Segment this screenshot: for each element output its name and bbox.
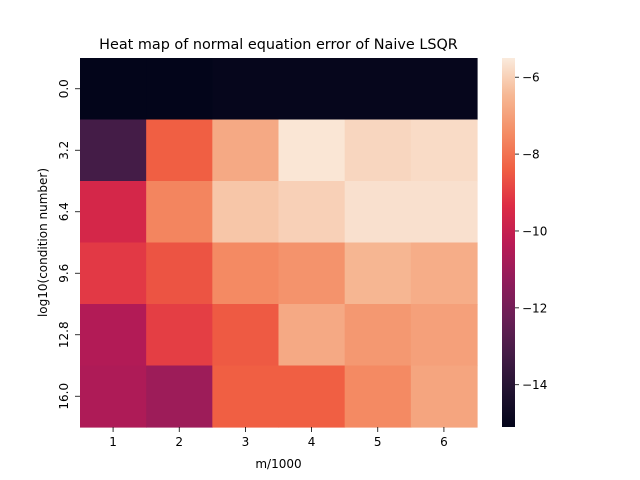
heatmap-cell xyxy=(344,119,412,182)
x-tick-label: 3 xyxy=(242,435,250,449)
colorbar-ticks: −6 −8 −10 −12 −14 xyxy=(515,71,547,392)
heatmap-cell xyxy=(344,242,412,305)
y-tick-label: 6.4 xyxy=(57,202,71,221)
x-tick-label: 1 xyxy=(109,435,117,449)
x-axis-ticks: 1 2 3 4 5 6 xyxy=(109,427,448,449)
heatmap-cell xyxy=(80,58,147,121)
heatmap-cell xyxy=(146,181,213,244)
heatmap-cell xyxy=(344,365,412,428)
colorbar-tick-label: −14 xyxy=(522,378,547,392)
heatmap-cell xyxy=(278,365,346,428)
heatmap-cell xyxy=(410,242,478,305)
heatmap-cell xyxy=(410,365,478,428)
x-tick-label: 6 xyxy=(440,435,448,449)
heatmap-cells xyxy=(80,58,478,428)
colorbar-tick-label: −12 xyxy=(522,301,547,315)
heatmap-cell xyxy=(80,242,147,305)
y-tick-label: 0.0 xyxy=(57,79,71,98)
heatmap-cell xyxy=(278,58,346,121)
heatmap-cell xyxy=(80,365,147,428)
heatmap-cell xyxy=(278,242,346,305)
chart-title: Heat map of normal equation error of Nai… xyxy=(99,37,458,53)
heatmap-cell xyxy=(212,242,280,305)
heatmap-cell xyxy=(278,119,346,182)
heatmap-cell xyxy=(80,119,147,182)
heatmap-cell xyxy=(344,58,412,121)
heatmap-cell xyxy=(212,119,280,182)
colorbar-tick-label: −8 xyxy=(522,148,540,162)
colorbar-tick-label: −6 xyxy=(522,71,540,85)
heatmap-cell xyxy=(278,304,346,367)
heatmap-cell xyxy=(410,304,478,367)
heatmap-cell xyxy=(146,365,213,428)
heatmap-cell xyxy=(146,242,213,305)
x-tick-label: 5 xyxy=(374,435,382,449)
y-tick-label: 12.8 xyxy=(57,321,71,348)
colorbar xyxy=(502,58,515,427)
heatmap-cell xyxy=(146,119,213,182)
heatmap-cell xyxy=(146,58,213,121)
heatmap-cell xyxy=(212,181,280,244)
x-tick-label: 4 xyxy=(308,435,316,449)
y-axis-ticks: 0.0 3.2 6.4 9.6 12.8 16.0 xyxy=(57,79,80,410)
heatmap-cell xyxy=(344,304,412,367)
heatmap-cell xyxy=(278,181,346,244)
heatmap-cell xyxy=(212,304,280,367)
heatmap-cell xyxy=(410,119,478,182)
heatmap-cell xyxy=(80,304,147,367)
heatmap-cell xyxy=(146,304,213,367)
heatmap-cell xyxy=(80,181,147,244)
heatmap-cell xyxy=(212,58,280,121)
y-axis-label: log10(condition number) xyxy=(36,168,50,317)
y-tick-label: 9.6 xyxy=(57,264,71,283)
x-axis-label: m/1000 xyxy=(255,457,301,471)
heatmap-cell xyxy=(344,181,412,244)
heatmap-cell xyxy=(212,365,280,428)
y-tick-label: 16.0 xyxy=(57,383,71,410)
x-tick-label: 2 xyxy=(175,435,183,449)
y-tick-label: 3.2 xyxy=(57,141,71,160)
heatmap-cell xyxy=(410,58,478,121)
colorbar-tick-label: −10 xyxy=(522,224,547,238)
heatmap-cell xyxy=(410,181,478,244)
